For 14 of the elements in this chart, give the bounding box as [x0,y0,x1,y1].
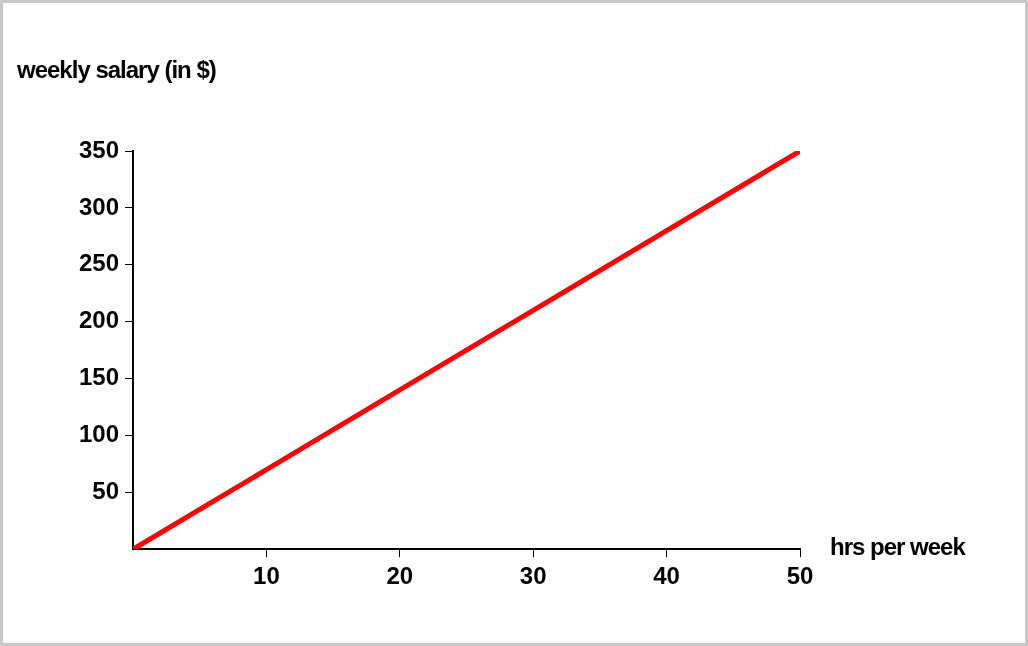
x-tick-label: 30 [519,562,547,590]
y-tick-label: 150 [79,363,120,391]
y-tick-label: 250 [79,249,120,277]
y-tick-label: 100 [79,420,120,448]
y-tick-label: 300 [79,192,120,220]
y-tick-label: 200 [79,306,120,334]
y-tick-label: 50 [92,476,120,504]
y-axis-title: weekly salary (in $) [17,56,216,84]
x-tick-label: 50 [786,562,814,590]
x-tick-label: 20 [386,562,414,590]
y-tick-label: 350 [79,135,120,163]
x-tick-label: 10 [253,562,280,590]
x-axis-title: hrs per week [830,533,965,562]
x-tick-label: 40 [653,562,680,590]
